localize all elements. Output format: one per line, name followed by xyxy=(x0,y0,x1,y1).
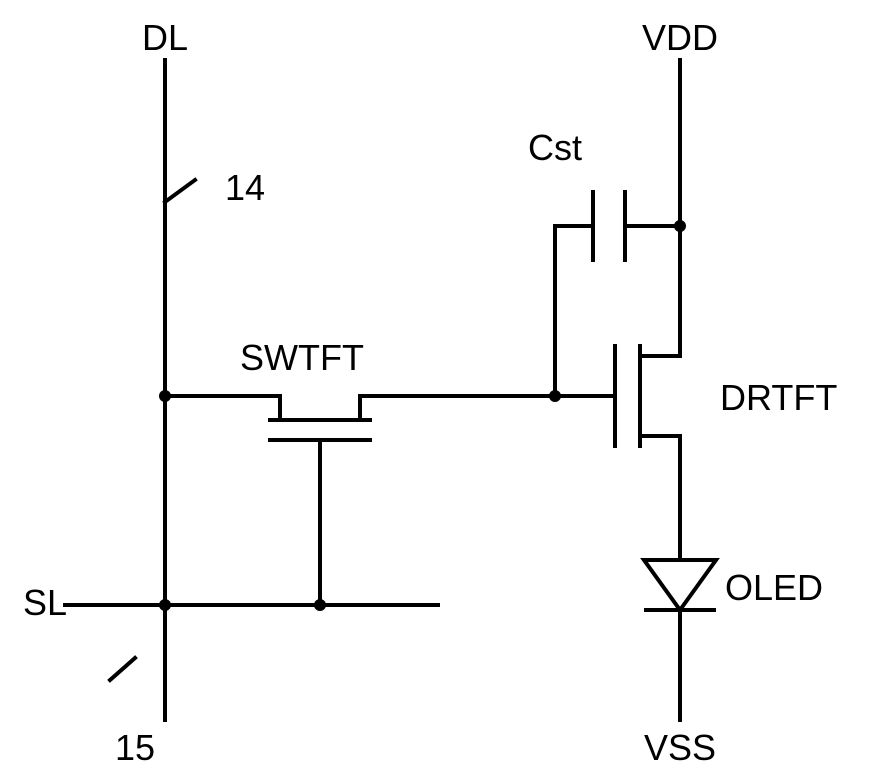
label-SL: SL xyxy=(23,582,67,623)
node-dl-swtft xyxy=(159,390,171,402)
wire-ref15-tick xyxy=(110,658,135,680)
label-DRTFT: DRTFT xyxy=(720,377,837,418)
node-sl-swtft xyxy=(314,599,326,611)
label-SWTFT: SWTFT xyxy=(240,337,364,378)
wire-ref14-tick xyxy=(165,180,195,202)
label-DL: DL xyxy=(142,17,188,58)
node-vdd-cst xyxy=(674,220,686,232)
node-mid xyxy=(549,390,561,402)
label-VSS: VSS xyxy=(644,727,716,768)
label-Cst: Cst xyxy=(528,127,582,168)
label-VDD: VDD xyxy=(642,17,718,58)
node-dl-sl xyxy=(159,599,171,611)
label-OLED: OLED xyxy=(725,567,823,608)
oled-triangle xyxy=(644,560,716,610)
label-ref14: 14 xyxy=(225,167,265,208)
label-ref15: 15 xyxy=(115,727,155,768)
